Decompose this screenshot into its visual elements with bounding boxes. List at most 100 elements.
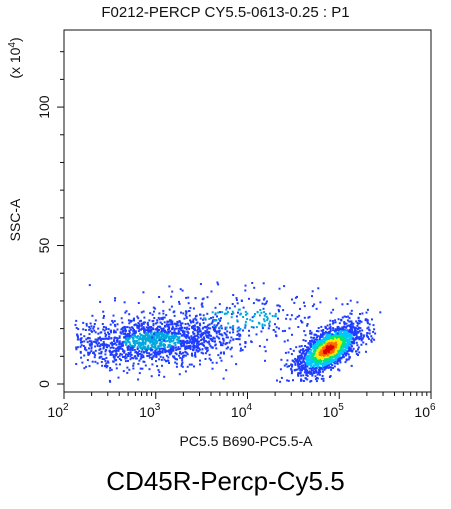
data-point (357, 317, 360, 320)
data-point (164, 329, 166, 332)
data-point (193, 325, 196, 328)
data-point (300, 357, 303, 360)
data-point (288, 327, 291, 330)
data-point (315, 358, 317, 361)
data-point (326, 324, 329, 327)
data-point (277, 308, 280, 311)
data-point (142, 291, 145, 294)
data-point (131, 333, 134, 336)
data-point (186, 335, 189, 338)
data-point (290, 353, 293, 356)
data-point (334, 350, 337, 353)
data-point (109, 367, 112, 369)
data-point (308, 355, 310, 358)
data-point (177, 348, 180, 351)
data-point (88, 284, 91, 287)
data-point (161, 338, 164, 341)
data-point (326, 354, 329, 357)
data-point (111, 344, 114, 346)
data-point (195, 339, 197, 342)
data-point (340, 339, 343, 342)
data-point (160, 344, 163, 347)
data-point (180, 329, 183, 332)
data-point (345, 337, 348, 340)
data-point (138, 332, 141, 335)
data-point (192, 326, 195, 329)
data-point (105, 362, 108, 365)
data-point (177, 327, 180, 330)
data-point (199, 330, 202, 333)
data-point (207, 332, 210, 335)
data-point (206, 325, 209, 328)
data-point (370, 335, 373, 338)
data-point (191, 340, 194, 342)
data-point (288, 365, 291, 368)
data-point (178, 341, 181, 344)
data-point (329, 360, 332, 363)
data-point (351, 329, 354, 332)
data-point (350, 321, 353, 324)
data-point (213, 324, 216, 327)
data-point (310, 345, 312, 348)
data-point (170, 352, 173, 355)
data-point (99, 336, 101, 339)
data-point (83, 367, 86, 370)
data-point (122, 350, 125, 353)
data-point (208, 333, 211, 336)
data-point (97, 342, 100, 345)
data-point (291, 365, 293, 368)
data-point (349, 334, 352, 337)
data-point (131, 346, 134, 349)
data-point (181, 322, 184, 325)
data-point (144, 346, 147, 349)
data-point (305, 369, 308, 372)
data-point (315, 380, 318, 383)
data-point (330, 343, 333, 346)
data-point (306, 374, 309, 377)
data-point (335, 348, 338, 351)
data-point (264, 350, 267, 353)
data-point (329, 329, 332, 332)
data-point (295, 346, 298, 349)
data-point (242, 316, 245, 318)
data-point (340, 344, 343, 347)
data-point (156, 352, 159, 355)
data-point (158, 336, 161, 339)
data-point (347, 344, 350, 347)
data-point (329, 363, 332, 365)
data-point (209, 344, 212, 347)
data-point (347, 338, 350, 341)
data-point (184, 345, 187, 348)
data-point (96, 344, 99, 347)
data-point (324, 326, 327, 329)
data-point (259, 309, 262, 311)
data-point (283, 364, 286, 367)
data-point (139, 342, 142, 345)
data-point (124, 355, 127, 358)
data-point (320, 329, 323, 332)
data-point (84, 348, 87, 351)
data-point (186, 341, 189, 344)
data-point (200, 339, 203, 342)
data-point (90, 340, 93, 343)
data-point (126, 336, 129, 339)
data-point (139, 334, 142, 337)
data-point (230, 355, 233, 358)
data-point (170, 295, 173, 298)
data-point (162, 309, 165, 312)
data-point (367, 337, 370, 340)
data-point (323, 347, 326, 349)
data-point (192, 318, 195, 321)
data-point (111, 319, 114, 322)
data-point (327, 342, 330, 345)
data-point (183, 354, 185, 357)
data-point (315, 353, 318, 356)
data-point (310, 357, 313, 360)
data-point (215, 332, 218, 335)
data-point (196, 329, 199, 332)
data-point (348, 337, 351, 340)
data-point (320, 347, 323, 350)
data-point (113, 320, 116, 323)
data-point (100, 339, 102, 342)
data-point (105, 349, 108, 351)
